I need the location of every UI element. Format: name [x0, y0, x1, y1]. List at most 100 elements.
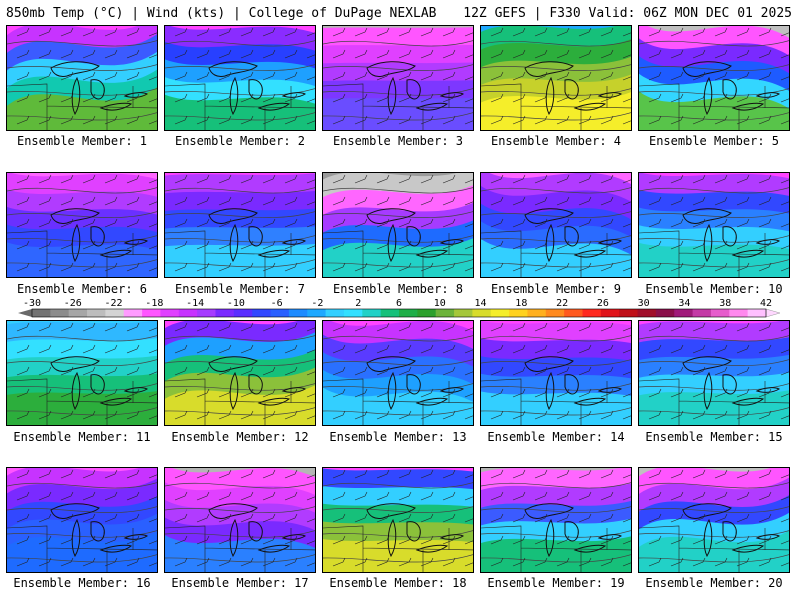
ensemble-member-label: Ensemble Member: 11 [13, 430, 151, 444]
colorbar [0, 296, 800, 318]
wind-barb [736, 366, 750, 376]
isobar-line [165, 359, 315, 366]
wind-barb [600, 174, 614, 184]
wind-barb [556, 322, 570, 332]
wind-barb [354, 218, 368, 228]
isobar-line [323, 359, 473, 366]
wind-barb [442, 49, 456, 59]
lake-ontario-outline [281, 92, 306, 98]
wind-barb [306, 540, 315, 545]
wind-barb [60, 240, 74, 250]
wind-barb [262, 388, 276, 398]
wind-barb [420, 218, 434, 228]
isobar-line [481, 40, 631, 47]
isobar-line [165, 64, 315, 71]
wind-barb [306, 496, 315, 501]
wind-barb [398, 174, 412, 184]
isobar-line [481, 359, 631, 366]
wind-barb [648, 27, 662, 37]
wind-barb [758, 388, 772, 398]
ensemble-panel [164, 25, 316, 131]
isobar-line [481, 506, 631, 513]
wind-barb [442, 513, 456, 523]
lake-michigan-outline [229, 518, 239, 558]
wind-barb [534, 410, 548, 420]
wind-barb [376, 344, 390, 354]
wind-barb [16, 344, 30, 354]
lake-huron-outline [90, 79, 105, 100]
wind-barb [780, 327, 789, 332]
wind-barb [104, 174, 118, 184]
colorbar-segment [307, 309, 327, 317]
wind-barb [600, 388, 614, 398]
wind-barb [490, 535, 504, 545]
wind-barb [512, 27, 526, 37]
wind-barb [306, 415, 315, 420]
temperature-band [639, 390, 789, 425]
wind-barb [174, 93, 188, 103]
wind-barb [578, 410, 592, 420]
wind-barb [306, 245, 315, 250]
wind-barb [240, 557, 254, 567]
wind-barb [16, 240, 30, 250]
wind-barb [780, 393, 789, 398]
wind-barb [16, 218, 30, 228]
wind-barb [262, 535, 276, 545]
colorbar-segment [655, 309, 675, 317]
isobar-line [639, 40, 789, 47]
wind-barb [148, 54, 157, 59]
wind-barb [490, 240, 504, 250]
wind-barb [218, 71, 232, 81]
wind-barb [376, 388, 390, 398]
wind-barb [512, 262, 526, 272]
colorbar-tick-label: 26 [596, 298, 609, 309]
wind-barb [332, 557, 346, 567]
state-borders [639, 378, 789, 425]
colorbar-segment [399, 309, 418, 317]
wind-barb [420, 469, 434, 479]
wind-barb [196, 557, 210, 567]
wind-barb [670, 491, 684, 501]
wind-barb [262, 469, 276, 479]
lake-huron-outline [90, 521, 105, 542]
wind-barb [196, 366, 210, 376]
wind-barb [354, 557, 368, 567]
wind-barb [398, 491, 412, 501]
lake-erie-outline [573, 249, 607, 258]
wind-barb [148, 393, 157, 398]
wind-barb [692, 388, 706, 398]
lake-huron-outline [722, 79, 737, 100]
colorbar-segment [87, 309, 106, 317]
colorbar-segment [142, 309, 161, 317]
lake-huron-outline [248, 374, 263, 395]
wind-barb [600, 27, 614, 37]
wind-barb [758, 410, 772, 420]
wind-barb [376, 410, 390, 420]
wind-barb [600, 218, 614, 228]
isobar-line [165, 40, 315, 47]
wind-barb [578, 557, 592, 567]
isobar-line [7, 482, 157, 489]
wind-barb [398, 322, 412, 332]
wind-barb [218, 322, 232, 332]
wind-barb [218, 388, 232, 398]
wind-barb [38, 196, 52, 206]
temperature-band [323, 97, 473, 130]
isobar-line [165, 335, 315, 342]
wind-barb [464, 474, 473, 479]
wind-barb [648, 388, 662, 398]
wind-barb [16, 410, 30, 420]
wind-barb [16, 388, 30, 398]
wind-barb [354, 344, 368, 354]
wind-barb [126, 469, 140, 479]
colorbar-segment [50, 309, 70, 317]
wind-barb [578, 469, 592, 479]
wind-barb [60, 513, 74, 523]
wind-barb [780, 474, 789, 479]
wind-barb [556, 49, 570, 59]
wind-barb [398, 71, 412, 81]
lake-huron-outline [564, 521, 579, 542]
colorbar-segment [582, 309, 602, 317]
wind-barb [464, 98, 473, 103]
wind-barb [174, 535, 188, 545]
